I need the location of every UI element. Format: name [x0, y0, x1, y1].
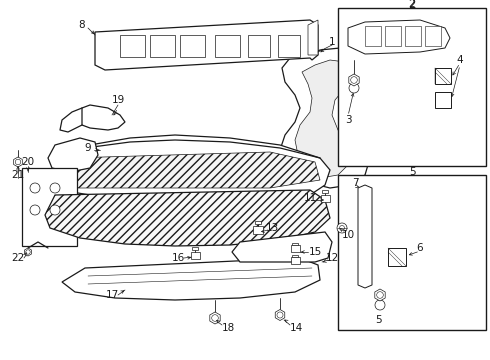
Circle shape [15, 159, 21, 165]
Bar [192, 247, 197, 249]
Bar [322, 189, 328, 193]
Text: 11: 11 [303, 193, 317, 203]
Bar [405, 26, 421, 46]
Text: 1: 1 [329, 37, 335, 47]
Bar [388, 248, 406, 266]
Text: 16: 16 [172, 253, 185, 263]
Polygon shape [349, 74, 359, 86]
Circle shape [30, 205, 40, 215]
Bar [338, 175, 486, 330]
Text: 6: 6 [416, 243, 423, 253]
Bar [180, 35, 205, 57]
Circle shape [277, 312, 283, 318]
Text: 22: 22 [11, 253, 24, 263]
Polygon shape [348, 20, 450, 54]
Polygon shape [232, 232, 332, 262]
Text: 5: 5 [375, 315, 381, 325]
Text: 2: 2 [408, 0, 416, 12]
Text: 15: 15 [308, 247, 321, 257]
Text: 20: 20 [22, 157, 35, 167]
Circle shape [50, 183, 60, 193]
Text: 17: 17 [105, 290, 119, 300]
Bar [435, 92, 451, 108]
Bar [365, 26, 381, 46]
Text: 8: 8 [79, 20, 85, 30]
Circle shape [50, 205, 60, 215]
Bar [292, 255, 298, 256]
Polygon shape [50, 135, 330, 202]
Bar [278, 35, 300, 57]
Text: 21: 21 [11, 170, 24, 180]
Bar [150, 35, 175, 57]
Polygon shape [62, 258, 320, 300]
Bar [385, 26, 401, 46]
Bar [191, 252, 199, 258]
Circle shape [351, 77, 357, 83]
Polygon shape [55, 152, 320, 188]
Bar [435, 68, 451, 84]
Polygon shape [210, 312, 220, 324]
Circle shape [212, 315, 219, 321]
Polygon shape [280, 48, 370, 188]
Bar [248, 35, 270, 57]
Text: 18: 18 [221, 323, 235, 333]
Bar [22, 168, 77, 246]
Text: 7: 7 [352, 178, 358, 188]
Bar [291, 256, 299, 264]
Polygon shape [358, 185, 372, 288]
Text: 3: 3 [344, 115, 351, 125]
Polygon shape [82, 105, 125, 130]
Bar [320, 194, 329, 202]
Polygon shape [375, 289, 385, 301]
Circle shape [26, 250, 30, 254]
Bar [425, 26, 441, 46]
Text: 2: 2 [409, 0, 416, 9]
Bar [255, 221, 261, 224]
Polygon shape [95, 20, 318, 70]
Polygon shape [45, 190, 330, 246]
Polygon shape [275, 310, 285, 320]
Text: 5: 5 [409, 167, 416, 177]
Circle shape [30, 183, 40, 193]
Polygon shape [24, 248, 31, 256]
Text: 9: 9 [85, 143, 91, 153]
Polygon shape [295, 60, 350, 178]
Circle shape [340, 225, 344, 230]
Polygon shape [14, 157, 23, 167]
Text: 10: 10 [342, 230, 355, 240]
Circle shape [337, 223, 347, 233]
Bar [253, 226, 263, 234]
Text: 14: 14 [290, 323, 303, 333]
Bar [292, 243, 298, 244]
Polygon shape [48, 138, 98, 172]
Circle shape [377, 292, 383, 298]
Circle shape [375, 300, 385, 310]
Bar [291, 244, 299, 252]
Text: 4: 4 [457, 55, 464, 65]
Text: 13: 13 [266, 223, 279, 233]
Bar [120, 35, 145, 57]
Polygon shape [308, 20, 318, 55]
Text: 19: 19 [111, 95, 124, 105]
Bar [338, 8, 486, 166]
Text: 12: 12 [325, 253, 339, 263]
Circle shape [349, 83, 359, 93]
Bar [215, 35, 240, 57]
